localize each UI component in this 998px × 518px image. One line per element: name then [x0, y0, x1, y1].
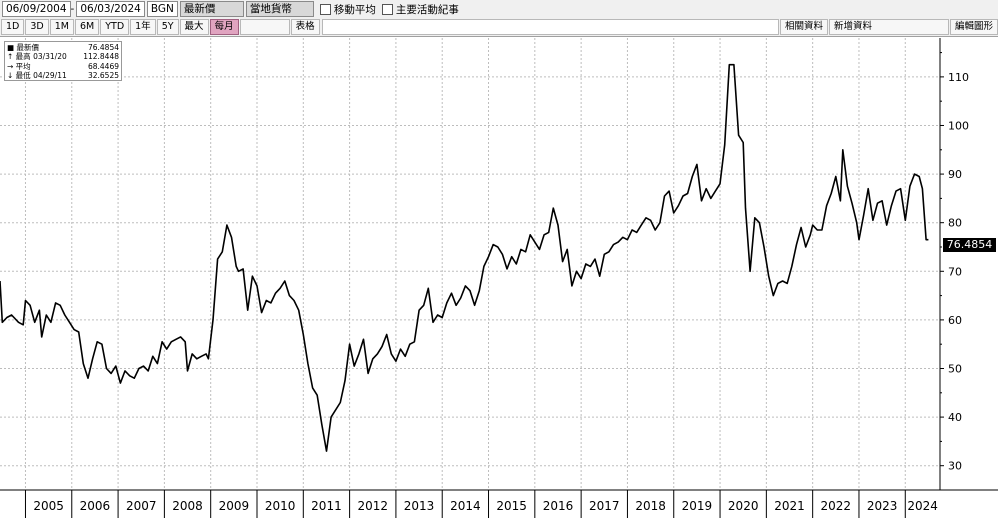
x-tick-label: 2018	[635, 499, 666, 513]
related-data-button[interactable]: 相關資料	[779, 19, 828, 35]
toolbar-bottom: 1D 3D 1M 6M YTD 1年 5Y 最大 每月 表格 相關資料 新增資料…	[0, 18, 998, 37]
legend-high: ↑ 最高 03/31/20 112.8448	[7, 52, 119, 62]
price-type-select[interactable]: 最新價	[179, 1, 244, 17]
x-tick-label: 2019	[682, 499, 713, 513]
currency-input[interactable]: BGN	[146, 1, 178, 17]
x-tick-label: 2016	[543, 499, 574, 513]
zoom-controls[interactable]	[239, 19, 290, 35]
end-date-input[interactable]: 06/03/2024	[76, 1, 145, 17]
legend-avg: → 平均 68.4469	[7, 61, 119, 71]
period-1d-button[interactable]: 1D	[1, 19, 25, 35]
legend-high-date: 03/31/20	[33, 52, 67, 62]
currency-select[interactable]: 當地貨幣	[245, 1, 314, 17]
moving-average-label: 移動平均	[333, 3, 376, 16]
toolbar-spacer	[321, 19, 779, 35]
chart-grid	[0, 38, 940, 490]
legend-last: ■ 最新價 76.4854	[7, 43, 119, 52]
date-separator: -	[70, 3, 75, 15]
x-tick-label: 2014	[450, 499, 481, 513]
y-tick-label: 110	[948, 71, 969, 84]
y-tick-label: 60	[948, 314, 962, 327]
legend-low-date: 04/29/11	[33, 70, 67, 80]
last-value-tag: 76.4854	[943, 238, 996, 252]
toolbar-top: 06/09/2004 - 06/03/2024 BGN 最新價 當地貨幣 移動平…	[0, 0, 998, 19]
legend-low-value: 32.6525	[87, 70, 119, 80]
x-tick-label: 2021	[774, 499, 805, 513]
legend-avg-value: 68.4469	[87, 61, 119, 71]
x-axis: 2005 2006 2007 2008 2009 2010 2011 2012 2013 2014…	[0, 489, 998, 518]
x-tick-label: 2008	[172, 499, 203, 513]
table-button[interactable]: 表格	[290, 19, 320, 35]
y-tick-label: 80	[948, 217, 962, 230]
x-tick-label: 2023	[867, 499, 898, 513]
legend-avg-label: 平均	[15, 61, 31, 71]
period-1y-button[interactable]: 1年	[130, 19, 156, 35]
legend-last-value: 76.4854	[87, 43, 119, 52]
edit-chart-button[interactable]: 編輯圖形	[949, 19, 998, 35]
x-tick-label: 2022	[821, 499, 852, 513]
period-3d-button[interactable]: 3D	[25, 19, 49, 35]
frequency-select[interactable]: 每月	[209, 19, 239, 35]
x-tick-label: 2011	[311, 499, 342, 513]
new-data-input[interactable]: 新增資料	[828, 19, 949, 35]
y-tick-label: 40	[948, 411, 962, 424]
legend-low-label: 最低	[15, 70, 31, 80]
x-tick-label: 2017	[589, 499, 620, 513]
x-tick-label: 2012	[357, 499, 388, 513]
period-5y-button[interactable]: 5Y	[156, 19, 179, 35]
major-events-label: 主要活動紀事	[395, 3, 459, 16]
chart-legend: ■ 最新價 76.4854 ↑ 最高 03/31/20 112.8448 → 平均 6…	[4, 41, 122, 81]
y-tick-label: 90	[948, 168, 962, 181]
x-tick-label: 2020	[728, 499, 759, 513]
legend-low: ↓ 最低 04/29/11 32.6525	[7, 70, 119, 80]
period-1m-button[interactable]: 1M	[49, 19, 74, 35]
y-tick-label: 70	[948, 265, 962, 278]
series-line	[0, 63, 929, 452]
period-ytd-button[interactable]: YTD	[100, 19, 130, 35]
y-tick-label: 30	[948, 460, 962, 473]
x-tick-label: 2009	[219, 499, 250, 513]
x-tick-label: 2007	[126, 499, 157, 513]
legend-high-value: 112.8448	[83, 52, 119, 62]
moving-average-checkbox[interactable]	[319, 3, 331, 15]
major-events-checkbox[interactable]	[381, 3, 393, 15]
legend-high-label: 最高	[15, 52, 31, 62]
y-axis: 30 40 50 60 70 80 90 100 110	[939, 38, 969, 490]
y-tick-label: 50	[948, 362, 962, 375]
x-tick-label: 2013	[404, 499, 435, 513]
period-6m-button[interactable]: 6M	[74, 19, 100, 35]
x-tick-label: 2015	[496, 499, 527, 513]
legend-last-label: 最新價	[16, 43, 39, 52]
y-tick-label: 100	[948, 119, 969, 132]
x-tick-label: 2024	[907, 499, 938, 513]
x-tick-label: 2005	[33, 499, 64, 513]
period-max-button[interactable]: 最大	[179, 19, 209, 35]
x-tick-label: 2010	[265, 499, 296, 513]
start-date-input[interactable]: 06/09/2004	[2, 1, 71, 17]
x-tick-label: 2006	[80, 499, 111, 513]
